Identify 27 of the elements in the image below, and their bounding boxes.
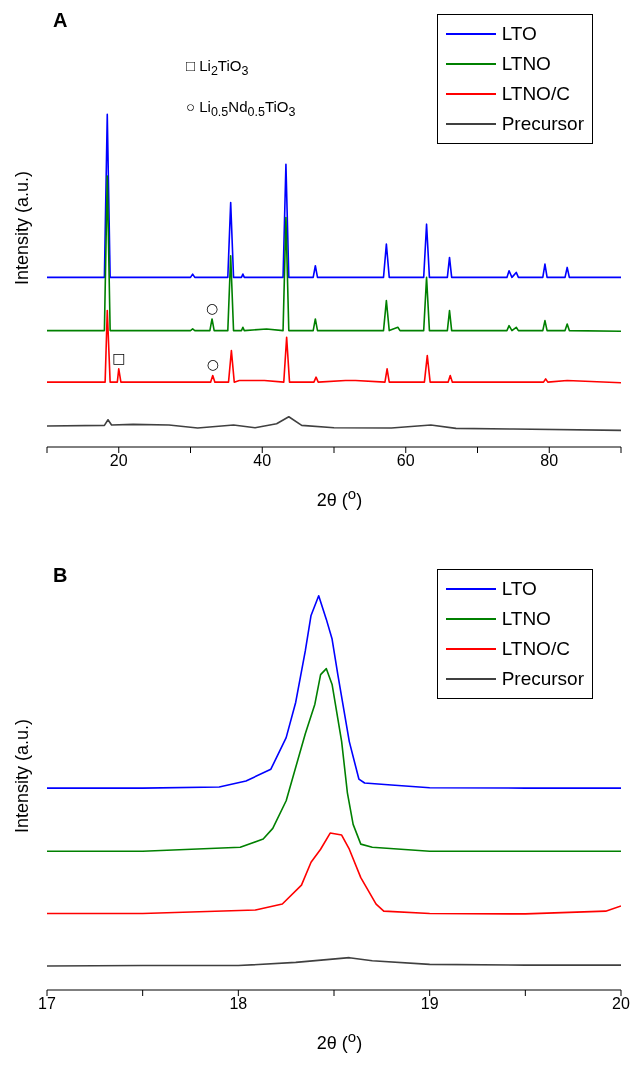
- x-tick-label: 80: [540, 452, 559, 470]
- y-axis-title: Intensity (a.u.): [11, 718, 33, 834]
- x-tick-label: 18: [229, 995, 248, 1013]
- annotation: □: [112, 349, 126, 366]
- x-tick-label: 20: [612, 995, 630, 1013]
- annotation: ○ Li$_{0.5}$Nd$_{0.5}$TiO$_{3}$: [186, 97, 296, 121]
- x-tick-label: 20: [109, 452, 128, 470]
- x-tick-label: 60: [396, 452, 415, 470]
- legend-label: LTNO: [501, 53, 551, 75]
- text: □ Li$_{2}$TiO$_{3}$: [186, 56, 250, 80]
- y-axis-title: Intensity (a.u.): [11, 170, 33, 286]
- x-axis-title: 2θ ($^{o}$): [315, 1028, 364, 1054]
- legend-label: LTNO/C: [501, 638, 570, 660]
- x-tick-label: 40: [253, 452, 272, 470]
- x-tick-label: 17: [38, 995, 56, 1013]
- legend-label: Precursor: [501, 668, 584, 690]
- annotation: ○: [206, 356, 219, 373]
- annotation: ○: [205, 299, 219, 316]
- chart-title: A: [53, 9, 68, 32]
- legend-label: Precursor: [501, 113, 584, 135]
- legend-label: LTO: [501, 23, 537, 45]
- x-tick-label: 19: [420, 995, 439, 1013]
- legend-label: LTO: [501, 578, 537, 600]
- legend-label: LTNO: [501, 608, 551, 630]
- chart-title: B: [53, 564, 68, 587]
- legend-label: LTNO/C: [501, 83, 570, 105]
- x-axis-title: 2θ ($^{o}$): [315, 485, 364, 511]
